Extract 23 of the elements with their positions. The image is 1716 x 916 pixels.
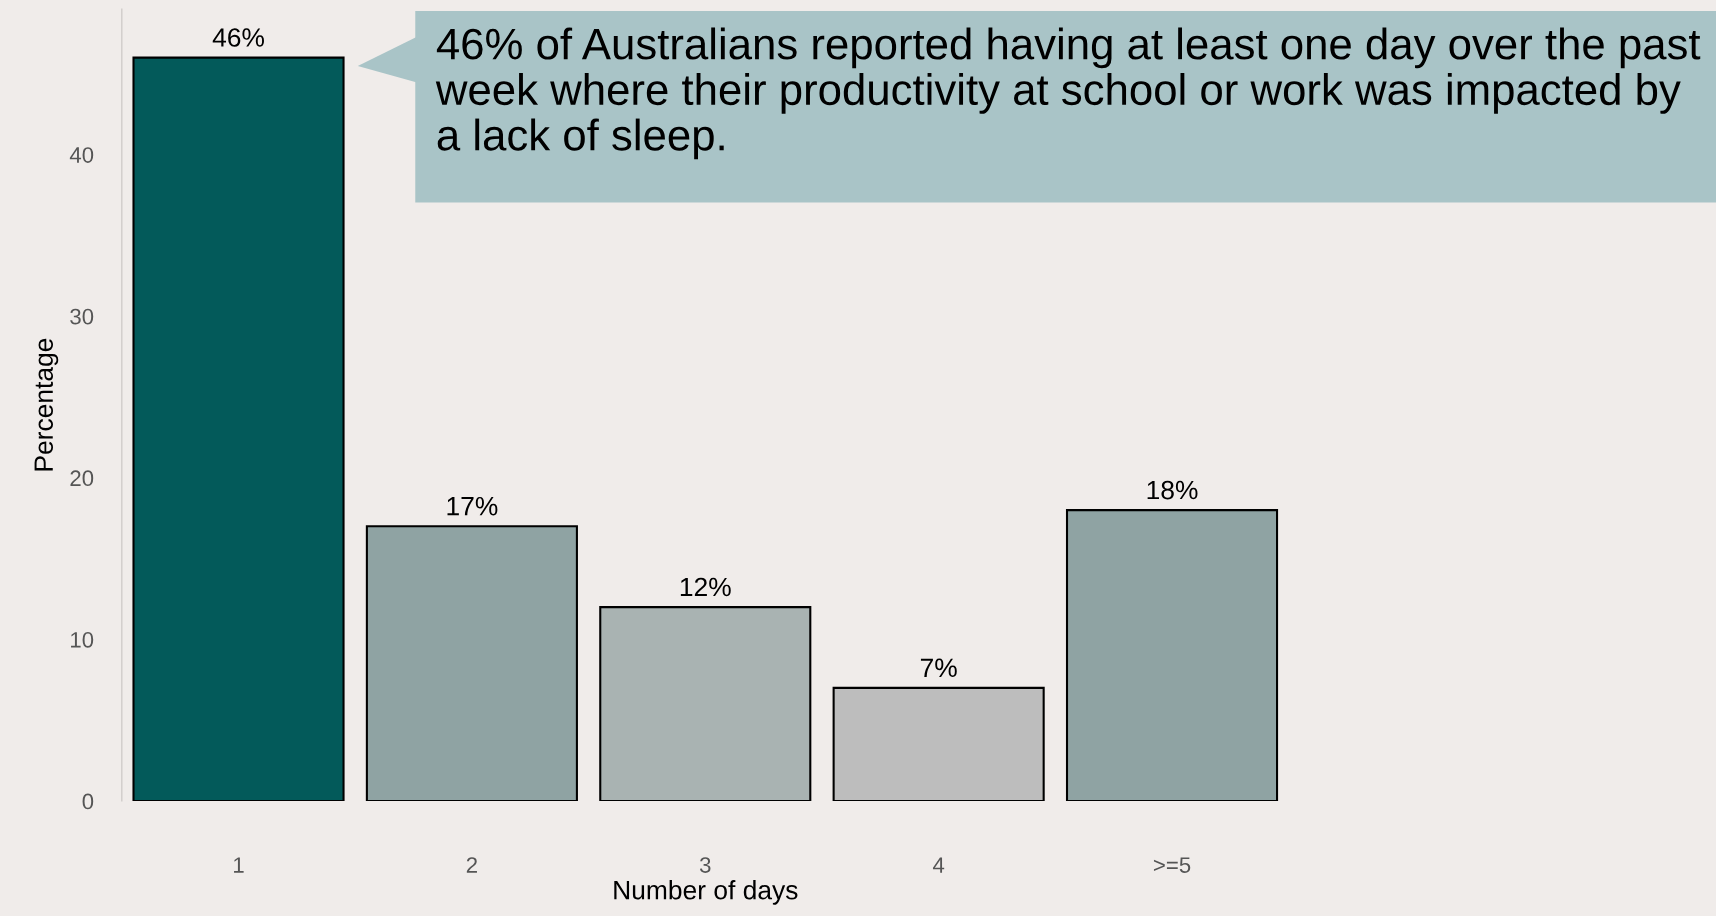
x-axis-title: Number of days	[614, 880, 798, 905]
annotation: 46% of Australians reported having at least one day over the past week where their productivity at school or work was impacted by a lack of sleep.	[435, 27, 1701, 160]
y-axis-title: Percentage	[34, 338, 59, 471]
x-tick-label: 1	[234, 857, 244, 873]
bar	[132, 56, 345, 802]
data-label: 46%	[212, 28, 264, 47]
y-tick-label: 30	[70, 308, 94, 325]
x-tick-label: 2	[466, 857, 477, 873]
data-label: 17%	[447, 496, 498, 516]
y-tick-label: 0	[82, 793, 94, 810]
bar	[365, 525, 578, 802]
x-tick-label: 3	[699, 857, 711, 873]
y-tick-label: 20	[70, 470, 94, 487]
bar	[832, 686, 1045, 802]
bar	[1065, 509, 1279, 802]
x-tick-label: 4	[932, 857, 945, 873]
y-tick-label: 40	[69, 147, 94, 163]
bar	[599, 606, 812, 802]
data-label: 7%	[920, 658, 957, 678]
data-label: 18%	[1147, 480, 1198, 500]
x-tick-label: >=5	[1153, 857, 1191, 873]
y-tick-label: 10	[71, 631, 94, 648]
data-label: 12%	[680, 577, 731, 597]
